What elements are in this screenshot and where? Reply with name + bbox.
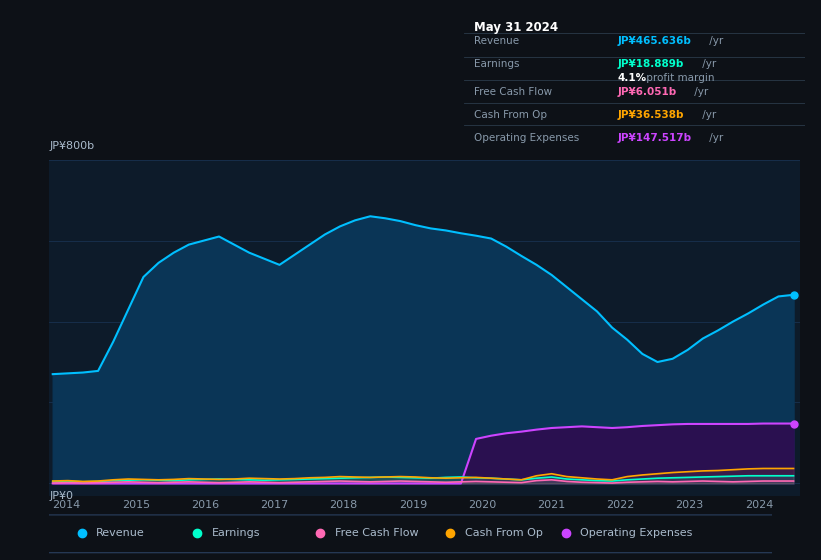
Text: JP¥465.636b: JP¥465.636b	[617, 36, 691, 46]
Text: JP¥147.517b: JP¥147.517b	[617, 133, 691, 143]
Text: Revenue: Revenue	[474, 36, 519, 46]
Text: Operating Expenses: Operating Expenses	[580, 529, 693, 538]
Text: JP¥0: JP¥0	[49, 491, 73, 501]
Text: May 31 2024: May 31 2024	[474, 21, 558, 34]
Text: profit margin: profit margin	[643, 73, 714, 83]
Text: Operating Expenses: Operating Expenses	[474, 133, 580, 143]
Text: 4.1%: 4.1%	[617, 73, 646, 83]
Text: Earnings: Earnings	[474, 59, 520, 69]
Text: JP¥6.051b: JP¥6.051b	[617, 87, 677, 97]
Text: Cash From Op: Cash From Op	[474, 110, 547, 120]
Text: /yr: /yr	[699, 110, 716, 120]
Text: Cash From Op: Cash From Op	[465, 529, 543, 538]
Text: Free Cash Flow: Free Cash Flow	[335, 529, 418, 538]
Text: JP¥36.538b: JP¥36.538b	[617, 110, 684, 120]
Text: Revenue: Revenue	[96, 529, 145, 538]
Text: /yr: /yr	[706, 133, 723, 143]
Text: Free Cash Flow: Free Cash Flow	[474, 87, 553, 97]
Text: /yr: /yr	[699, 59, 716, 69]
Text: Earnings: Earnings	[212, 529, 260, 538]
Text: /yr: /yr	[706, 36, 723, 46]
Text: JP¥800b: JP¥800b	[49, 141, 94, 151]
Text: /yr: /yr	[691, 87, 709, 97]
Text: JP¥18.889b: JP¥18.889b	[617, 59, 684, 69]
